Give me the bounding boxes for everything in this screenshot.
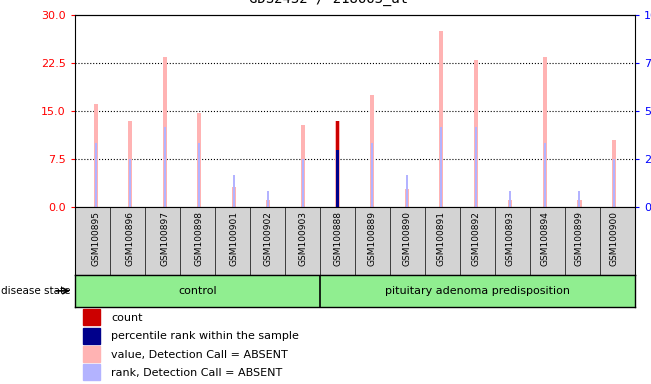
Text: pituitary adenoma predisposition: pituitary adenoma predisposition: [385, 286, 570, 296]
Text: GSM100896: GSM100896: [126, 211, 135, 266]
Bar: [544, 143, 546, 207]
Bar: [128, 121, 132, 207]
Bar: [129, 159, 132, 207]
Text: GSM100894: GSM100894: [540, 211, 549, 266]
Bar: [509, 191, 511, 207]
Bar: [301, 126, 305, 207]
Bar: [335, 121, 340, 207]
Text: control: control: [178, 286, 217, 296]
Text: GSM100900: GSM100900: [609, 211, 618, 266]
Bar: [404, 189, 409, 207]
Bar: [337, 150, 339, 207]
Text: GSM100901: GSM100901: [229, 211, 238, 266]
Bar: [508, 200, 512, 207]
Bar: [371, 143, 373, 207]
Bar: [474, 60, 478, 207]
Bar: [268, 191, 270, 207]
Bar: [337, 143, 339, 207]
Bar: [83, 310, 100, 326]
Text: GSM100889: GSM100889: [368, 211, 376, 266]
Text: GSM100891: GSM100891: [437, 211, 446, 266]
Bar: [613, 159, 615, 207]
Text: GSM100898: GSM100898: [195, 211, 204, 266]
Bar: [83, 346, 100, 362]
Bar: [302, 159, 304, 207]
Text: percentile rank within the sample: percentile rank within the sample: [111, 331, 299, 341]
Bar: [163, 127, 166, 207]
Text: rank, Detection Call = ABSENT: rank, Detection Call = ABSENT: [111, 368, 283, 378]
Text: disease state: disease state: [1, 286, 70, 296]
Bar: [543, 57, 547, 207]
Bar: [266, 200, 270, 207]
Bar: [163, 57, 167, 207]
Text: GSM100903: GSM100903: [298, 211, 307, 266]
Text: GSM100902: GSM100902: [264, 211, 273, 266]
Bar: [197, 113, 201, 207]
Bar: [370, 95, 374, 207]
Bar: [336, 121, 339, 207]
Bar: [94, 143, 96, 207]
Bar: [94, 104, 98, 207]
Text: GSM100899: GSM100899: [575, 211, 584, 266]
Text: GSM100892: GSM100892: [471, 211, 480, 266]
Bar: [232, 187, 236, 207]
Text: GSM100890: GSM100890: [402, 211, 411, 266]
Bar: [440, 127, 442, 207]
Bar: [578, 191, 581, 207]
Text: value, Detection Call = ABSENT: value, Detection Call = ABSENT: [111, 349, 288, 360]
Text: GDS2432 / 218663_at: GDS2432 / 218663_at: [249, 0, 408, 6]
Text: count: count: [111, 313, 143, 323]
Bar: [577, 200, 581, 207]
Bar: [199, 143, 201, 207]
Text: GSM100897: GSM100897: [160, 211, 169, 266]
Bar: [475, 127, 477, 207]
Bar: [83, 364, 100, 380]
Bar: [612, 140, 616, 207]
Bar: [83, 328, 100, 344]
Bar: [439, 31, 443, 207]
Bar: [233, 175, 235, 207]
Text: GSM100893: GSM100893: [506, 211, 515, 266]
Text: GSM100895: GSM100895: [91, 211, 100, 266]
Text: GSM100888: GSM100888: [333, 211, 342, 266]
Bar: [406, 175, 408, 207]
